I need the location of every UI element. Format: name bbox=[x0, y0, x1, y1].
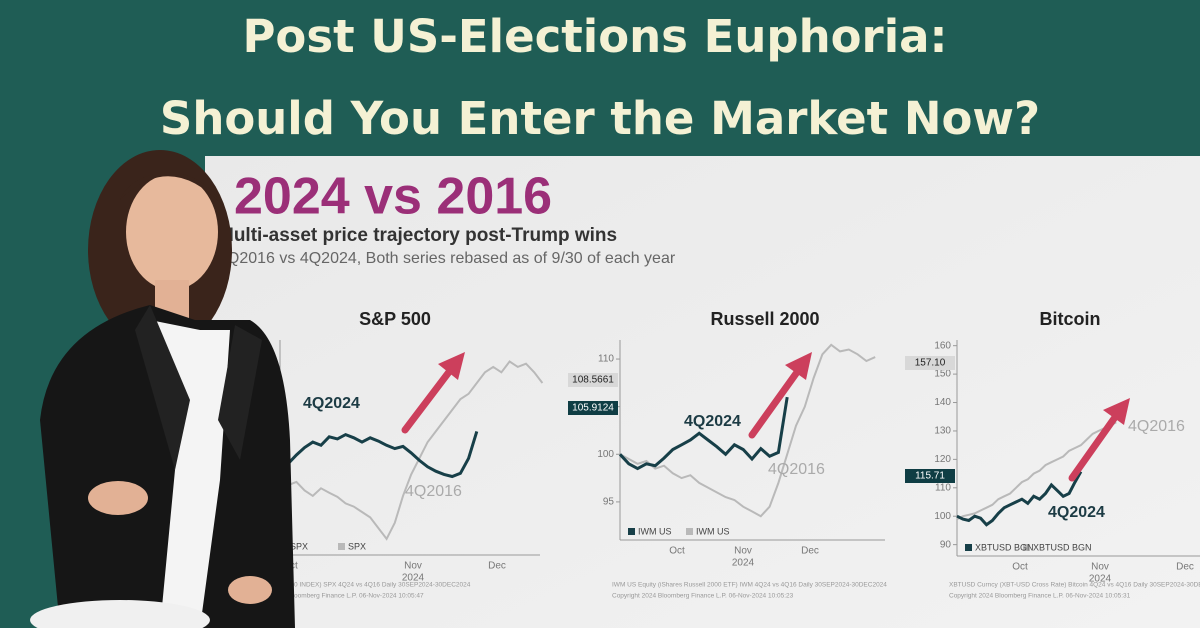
x-tick-label: Nov bbox=[734, 546, 752, 557]
y-tick-label: 100 bbox=[934, 511, 951, 522]
title-line: Post US-Elections Euphoria: bbox=[242, 10, 947, 63]
x-year: 2024 bbox=[402, 573, 425, 584]
y-tick-label: 95 bbox=[603, 497, 615, 508]
x-year: 2024 bbox=[732, 558, 755, 569]
series-annotation: 4Q2024 bbox=[303, 395, 360, 412]
y-tick-label: 110 bbox=[598, 354, 614, 365]
y-tick-label: 100 bbox=[597, 449, 614, 460]
series-line bbox=[956, 421, 1117, 520]
x-tick-label: Oct bbox=[669, 546, 685, 557]
footer-text: IWM US Equity (iShares Russell 2000 ETF)… bbox=[612, 582, 887, 589]
x-tick-label: Dec bbox=[1176, 562, 1194, 573]
panel-title: Bitcoin bbox=[1040, 309, 1101, 329]
price-tag-box bbox=[905, 356, 955, 370]
footer-text: XBTUSD Curncy (XBT-USD Cross Rate) Bitco… bbox=[949, 582, 1200, 589]
footer-text: Copyright 2024 Bloomberg Finance L.P. 06… bbox=[949, 593, 1131, 600]
charts: S&P 500 Oct Nov Dec 2024 SPX SPX 4Q2024 4Q2016 SP… bbox=[272, 309, 1200, 600]
price-tag: 115.71 bbox=[915, 471, 945, 482]
legend-label: SPX bbox=[290, 541, 308, 551]
y-tick-label: 150 bbox=[934, 369, 951, 380]
series-line bbox=[619, 343, 876, 518]
panel-title: S&P 500 bbox=[359, 309, 431, 329]
x-year: 2024 bbox=[1089, 574, 1112, 585]
legend-swatch bbox=[1023, 544, 1030, 551]
footer-text: Copyright 2024 Bloomberg Finance L.P. 06… bbox=[612, 593, 794, 600]
x-tick-label: Dec bbox=[801, 546, 819, 557]
footer-text: SPX 500 INDEX) SPX 4Q24 vs 4Q16 Daily 30… bbox=[272, 582, 471, 589]
price-tag-box bbox=[905, 469, 955, 483]
series-annotation: 4Q2016 bbox=[768, 461, 825, 478]
panel-title: Russell 2000 bbox=[710, 309, 819, 329]
y-tick-label: 120 bbox=[934, 454, 951, 465]
y-tick-label: 110 bbox=[935, 482, 951, 493]
series-annotation: 4Q2024 bbox=[1048, 504, 1105, 521]
legend-swatch bbox=[686, 528, 693, 535]
price-tag: 105.9124 bbox=[572, 403, 614, 414]
x-tick-label: Nov bbox=[404, 561, 422, 572]
series-annotation: 4Q2016 bbox=[405, 483, 462, 500]
slide-title: 2024 vs 2016 bbox=[234, 168, 552, 226]
slide bbox=[205, 156, 1200, 628]
price-tag-box bbox=[568, 401, 618, 415]
legend-label: XBTUSD BGN bbox=[975, 542, 1034, 552]
x-tick-label: Nov bbox=[1091, 562, 1109, 573]
series-line bbox=[956, 470, 1083, 527]
y-tick-label: 140 bbox=[934, 397, 951, 408]
y-tick-label: 160 bbox=[934, 340, 951, 351]
series-annotation: 4Q2016 bbox=[1128, 418, 1185, 435]
price-tag: 157.10 bbox=[915, 358, 946, 369]
legend-swatch bbox=[338, 543, 345, 550]
price-tag-box bbox=[568, 373, 618, 387]
legend-swatch bbox=[628, 528, 635, 535]
slide-subtitle: Multi-asset price trajectory post-Trump … bbox=[218, 225, 617, 246]
title-line: Should You Enter the Market Now? bbox=[160, 92, 1040, 145]
price-tag: 108.5661 bbox=[572, 375, 614, 386]
legend-label: IWM US bbox=[638, 526, 672, 536]
legend-label: XBTUSD BGN bbox=[1033, 542, 1092, 552]
series-line bbox=[278, 430, 479, 479]
footer-text: 2024 Bloomberg Finance L.P. 06-Nov-2024 … bbox=[272, 593, 424, 600]
legend-swatch bbox=[965, 544, 972, 551]
presenter-photo bbox=[30, 150, 295, 628]
x-tick-label: Dec bbox=[488, 561, 506, 572]
legend-label: SPX bbox=[348, 541, 366, 551]
series-line bbox=[279, 360, 544, 541]
arrows bbox=[401, 352, 1130, 482]
series-line bbox=[618, 396, 789, 471]
series-annotation: 4Q2024 bbox=[684, 413, 741, 430]
slide-note: 4Q2016 vs 4Q2024, Both series rebased as… bbox=[218, 250, 676, 267]
x-tick-label: Oct bbox=[1012, 562, 1028, 573]
legend-label: IWM US bbox=[696, 526, 730, 536]
y-tick-label: 130 bbox=[934, 426, 951, 437]
y-tick-label: 90 bbox=[940, 539, 952, 550]
